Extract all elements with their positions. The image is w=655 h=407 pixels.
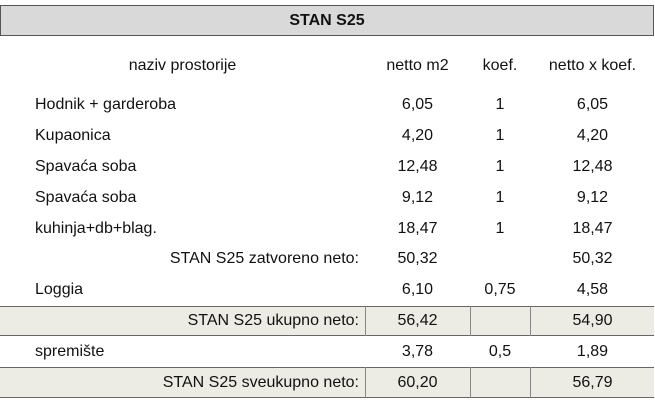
cell-netto-koef: 50,32 xyxy=(572,250,613,268)
cell-netto-koef: 12,48 xyxy=(572,157,613,175)
cell-netto-koef: 18,47 xyxy=(572,219,613,237)
column-divider xyxy=(530,367,531,398)
cell-label: STAN S25 sveukupno neto: xyxy=(162,373,359,391)
cell-netto-koef: 4,20 xyxy=(576,127,609,145)
cell-koef: 1 xyxy=(495,157,505,175)
cell-koef: 0,5 xyxy=(488,342,512,360)
cell-netto-koef: 4,58 xyxy=(576,281,609,299)
header-cell: netto x koef. xyxy=(548,57,637,74)
column-divider xyxy=(365,367,366,398)
column-divider xyxy=(470,367,471,398)
cell-label: spremište xyxy=(35,342,105,360)
cell-netto: 9,12 xyxy=(401,188,434,206)
cell-label: Spavaća soba xyxy=(35,188,137,206)
cell-netto: 6,05 xyxy=(401,96,434,114)
cell-label: STAN S25 zatvoreno neto: xyxy=(169,250,359,268)
cell-koef: 1 xyxy=(495,188,505,206)
cell-netto: 12,48 xyxy=(397,157,438,175)
header-cell: koef. xyxy=(482,57,518,74)
cell-netto-koef: 6,05 xyxy=(576,96,609,114)
row-highlight xyxy=(0,305,654,337)
cell-label: STAN S25 ukupno neto: xyxy=(187,311,359,329)
header-cell: netto m2 xyxy=(386,57,449,74)
cell-netto: 4,20 xyxy=(401,127,434,145)
cell-koef: 0,75 xyxy=(484,281,516,299)
cell-netto: 3,78 xyxy=(401,342,434,360)
cell-netto-koef: 1,89 xyxy=(576,342,609,360)
cell-koef: 1 xyxy=(495,96,505,114)
cell-label: Loggia xyxy=(35,281,84,299)
cell-label: Spavaća soba xyxy=(35,157,137,175)
column-divider xyxy=(470,305,471,337)
cell-netto-koef: 54,90 xyxy=(572,311,613,329)
cell-netto: 6,10 xyxy=(401,281,434,299)
cell-netto: 56,42 xyxy=(397,311,438,329)
column-divider xyxy=(365,305,366,337)
cell-koef: 1 xyxy=(495,219,505,237)
column-divider xyxy=(530,305,531,337)
cell-netto-koef: 56,79 xyxy=(572,373,613,391)
cell-netto-koef: 9,12 xyxy=(576,188,609,206)
row-highlight xyxy=(0,367,654,398)
cell-label: Hodnik + garderoba xyxy=(35,96,176,114)
cell-netto: 18,47 xyxy=(397,219,438,237)
cell-netto: 50,32 xyxy=(397,250,438,268)
header-cell: naziv prostorije xyxy=(128,57,237,74)
cell-label: Kupaonica xyxy=(35,127,111,145)
cell-koef: 1 xyxy=(495,127,505,145)
table-title: STAN S25 xyxy=(0,5,654,36)
cell-netto: 60,20 xyxy=(397,373,438,391)
cell-label: kuhinja+db+blag. xyxy=(35,219,157,237)
